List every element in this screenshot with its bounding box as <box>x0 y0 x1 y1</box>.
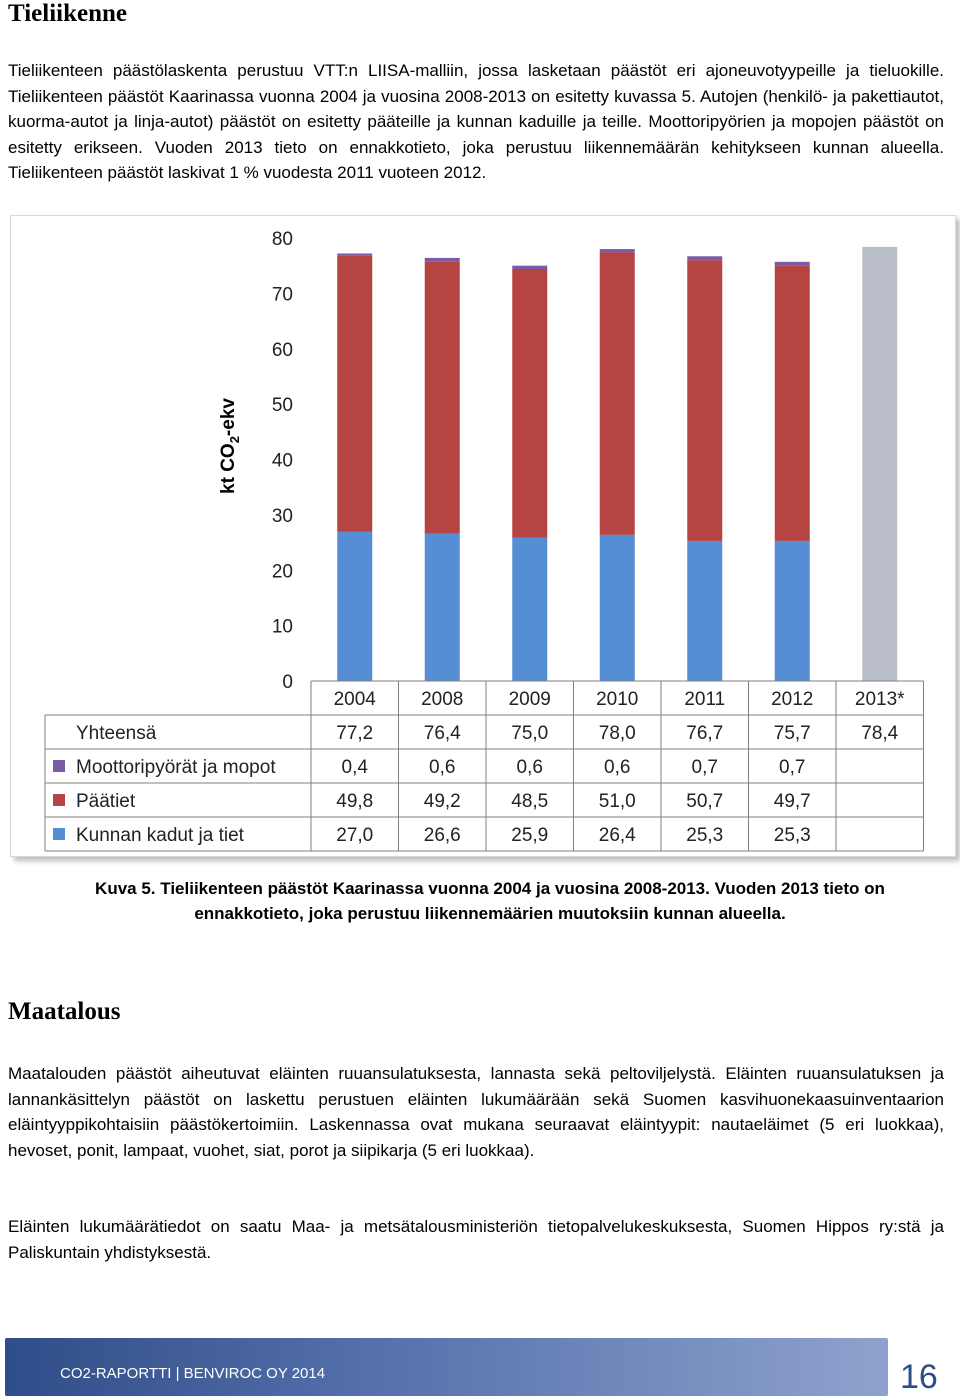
bar-segment <box>424 261 460 534</box>
bar-segment <box>512 269 548 538</box>
table-cell-value: 0,7 <box>779 757 805 778</box>
section-title-maatalous: Maatalous <box>8 998 121 1025</box>
bar-segment <box>599 249 635 253</box>
table-cell-value: 48,5 <box>511 791 548 812</box>
bar-segment <box>687 540 723 681</box>
table-cell-value: 0,6 <box>517 757 543 778</box>
bar-segment <box>599 534 635 681</box>
table-cell-value: 49,2 <box>424 791 461 812</box>
figure-caption: Kuva 5. Tieliikenteen päästöt Kaarinassa… <box>60 876 920 926</box>
bar-segment <box>512 537 548 681</box>
table-cell-value: 78,4 <box>861 723 898 744</box>
table-cell-value: 76,7 <box>686 723 723 744</box>
table-cell-value: 49,7 <box>774 791 811 812</box>
footer-text: CO2-RAPORTTI | BENVIROC OY 2014 <box>60 1365 326 1382</box>
bar-segment <box>337 531 373 681</box>
bar-segment <box>424 533 460 681</box>
table-cell-value: 78,0 <box>599 723 636 744</box>
y-tick-label: 20 <box>272 561 293 582</box>
bar-segment <box>774 261 810 266</box>
paragraph-tieliikenne: Tieliikenteen päästölaskenta perustuu VT… <box>8 61 944 182</box>
table-cell-value: 75,0 <box>511 723 548 744</box>
table-cell-value: 25,9 <box>511 825 548 846</box>
paragraph-maatalous-2: Eläinten lukumäärätiedot on saatu Maa- j… <box>8 1217 944 1262</box>
table-row-label: Kunnan kadut ja tiet <box>76 825 245 846</box>
category-label: 2004 <box>334 689 377 710</box>
bar-segment <box>774 540 810 681</box>
table-cell-value: 0,7 <box>692 757 718 778</box>
table-cell-value: 25,3 <box>686 825 723 846</box>
table-row-label: Päätiet <box>76 791 136 812</box>
caption-line-2: ennakkotieto, joka perustuu liikennemäär… <box>194 904 786 923</box>
y-tick-label: 10 <box>272 617 293 638</box>
table-cell-value: 0,4 <box>342 757 369 778</box>
legend-key <box>53 828 65 840</box>
y-tick-label: 40 <box>272 451 293 472</box>
bar-segment <box>337 255 373 532</box>
table-cell-value: 0,6 <box>604 757 630 778</box>
table-cell-value: 27,0 <box>336 825 373 846</box>
bar-segment <box>337 253 373 256</box>
legend-key <box>53 794 65 806</box>
bar-segment <box>599 252 635 535</box>
category-label: 2008 <box>421 689 463 710</box>
y-tick-label: 80 <box>272 229 293 250</box>
y-tick-label: 50 <box>272 395 293 416</box>
caption-line-1: Kuva 5. Tieliikenteen päästöt Kaarinassa… <box>95 879 885 898</box>
paragraph-maatalous-1: Maatalouden päästöt aiheutuvat eläinten … <box>8 1064 944 1160</box>
section-title-tieliikenne: Tieliikenne <box>8 0 128 27</box>
bar-segment <box>687 256 723 261</box>
table-cell-value: 49,8 <box>336 791 373 812</box>
table-cell-value: 75,7 <box>774 723 811 744</box>
y-tick-label: 0 <box>282 672 293 693</box>
table-cell-value: 25,3 <box>774 825 811 846</box>
legend-key <box>53 760 65 772</box>
table-cell-value: 51,0 <box>599 791 636 812</box>
y-axis-title: kt CO2-ekv <box>218 398 242 494</box>
emissions-chart: 80 70 60 50 40 30 20 10 0 kt CO2-ekv 2004 2008 2009 2… <box>10 215 956 857</box>
bar-segment <box>424 257 460 262</box>
bar-segment <box>687 260 723 541</box>
y-tick-label: 30 <box>272 506 293 527</box>
table-row-label: Moottoripyörät ja mopot <box>76 757 276 778</box>
footer-band <box>5 1338 888 1396</box>
category-label: 2012 <box>771 689 813 710</box>
table-cell-value: 0,6 <box>429 757 455 778</box>
table-cell-value: 26,4 <box>599 825 636 846</box>
category-label: 2009 <box>509 689 551 710</box>
y-tick-label: 60 <box>272 340 293 361</box>
category-label: 2013* <box>855 689 905 710</box>
category-label: 2010 <box>596 689 638 710</box>
table-cell-value: 77,2 <box>336 723 373 744</box>
table-cell-value: 50,7 <box>686 791 723 812</box>
page-number: 16 <box>900 1358 938 1396</box>
bar-segment <box>774 265 810 541</box>
table-cell-value: 76,4 <box>424 723 461 744</box>
table-cell-value: 26,6 <box>424 825 461 846</box>
category-label: 2011 <box>684 689 725 710</box>
bar-segment <box>512 265 548 270</box>
table-row-label: Yhteensä <box>76 723 157 744</box>
y-tick-label: 70 <box>272 284 293 305</box>
bar-total <box>862 246 898 682</box>
